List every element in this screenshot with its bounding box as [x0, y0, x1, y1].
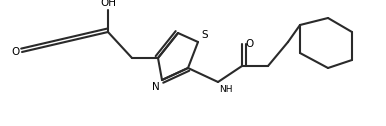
Text: OH: OH	[100, 0, 116, 8]
Text: NH: NH	[219, 85, 232, 94]
Text: S: S	[201, 30, 208, 40]
Text: N: N	[152, 82, 160, 92]
Text: O: O	[245, 39, 253, 49]
Text: O: O	[12, 47, 20, 57]
